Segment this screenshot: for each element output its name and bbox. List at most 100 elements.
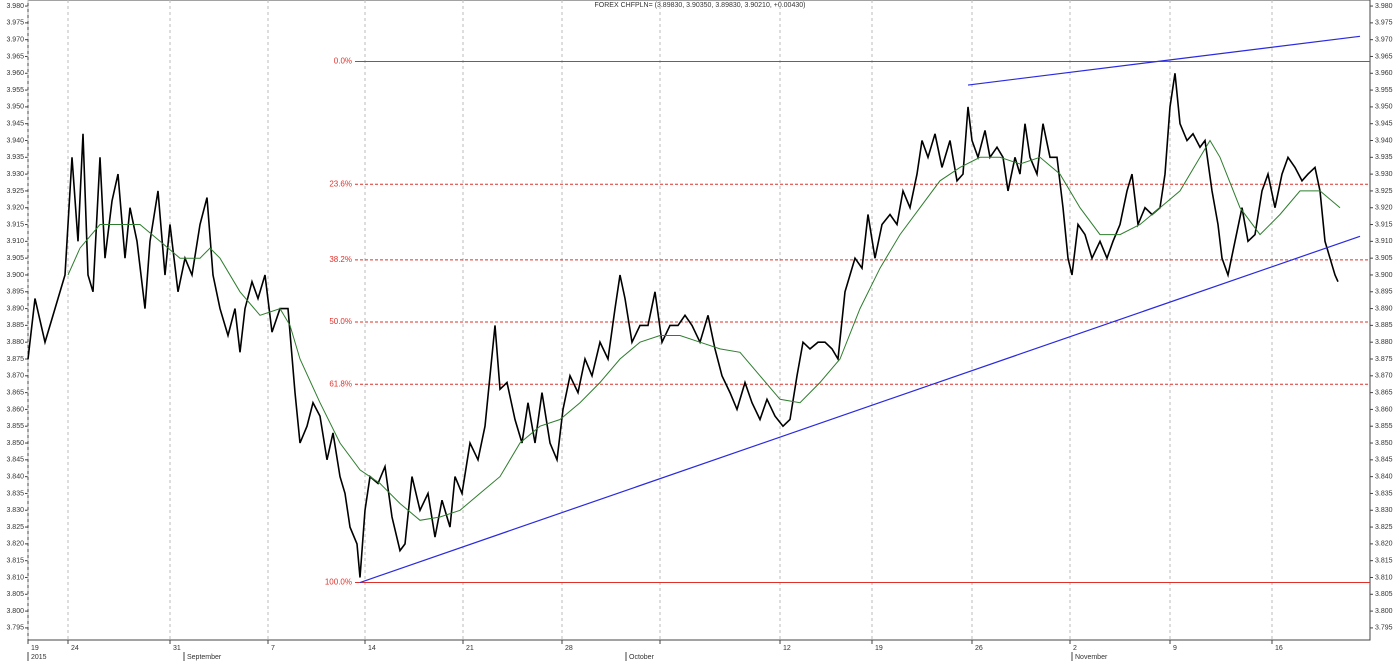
y-tick-label: 3.910 <box>6 238 24 245</box>
y-tick-label: 3.850 <box>6 440 24 447</box>
x-tick-label: 16 <box>1275 645 1283 652</box>
y-tick-label: 3.975 <box>1375 20 1393 27</box>
y-tick-label: 3.835 <box>6 490 24 497</box>
y-tick-label: 3.930 <box>6 171 24 178</box>
y-tick-label: 3.830 <box>1375 507 1393 514</box>
x-tick-label: 14 <box>368 645 376 652</box>
y-tick-label: 3.940 <box>1375 137 1393 144</box>
y-tick-label: 3.810 <box>6 574 24 581</box>
y-tick-label: 3.885 <box>1375 322 1393 329</box>
y-tick-label: 3.955 <box>1375 87 1393 94</box>
x-tick-label: 7 <box>271 645 275 652</box>
x-tick-label: September <box>187 654 222 661</box>
y-tick-label: 3.940 <box>6 137 24 144</box>
y-tick-label: 3.795 <box>1375 625 1393 632</box>
y-tick-label: 3.825 <box>1375 524 1393 531</box>
y-tick-label: 3.890 <box>1375 305 1393 312</box>
y-tick-label: 3.980 <box>6 3 24 10</box>
y-tick-label: 3.925 <box>6 188 24 195</box>
y-tick-label: 3.920 <box>1375 205 1393 212</box>
fib-level-label: 0.0% <box>334 57 352 66</box>
y-tick-label: 3.885 <box>6 322 24 329</box>
y-tick-label: 3.870 <box>1375 373 1393 380</box>
y-tick-label: 3.860 <box>1375 406 1393 413</box>
x-tick-label: 2 <box>1073 645 1077 652</box>
y-tick-label: 3.805 <box>1375 591 1393 598</box>
y-tick-label: 3.900 <box>6 272 24 279</box>
y-tick-label: 3.955 <box>6 87 24 94</box>
fib-level-label: 38.2% <box>329 255 352 264</box>
y-tick-label: 3.905 <box>6 255 24 262</box>
trend-line <box>967 35 1361 86</box>
y-tick-label: 3.980 <box>1375 3 1393 10</box>
x-tick-label: 19 <box>875 645 883 652</box>
y-tick-label: 3.935 <box>1375 154 1393 161</box>
y-tick-label: 3.845 <box>1375 457 1393 464</box>
fib-level-label: 50.0% <box>329 317 352 326</box>
x-tick-label: 21 <box>466 645 474 652</box>
x-tick-label: 26 <box>975 645 983 652</box>
y-tick-label: 3.880 <box>1375 339 1393 346</box>
plot-frame <box>27 0 1371 641</box>
y-tick-label: 3.895 <box>6 289 24 296</box>
y-tick-label: 3.815 <box>6 558 24 565</box>
y-tick-label: 3.935 <box>6 154 24 161</box>
y-tick-label: 3.850 <box>1375 440 1393 447</box>
y-tick-label: 3.825 <box>6 524 24 531</box>
y-tick-label: 3.855 <box>6 423 24 430</box>
y-tick-label: 3.800 <box>1375 608 1393 615</box>
x-tick-label: October <box>629 654 655 661</box>
y-tick-label: 3.860 <box>6 406 24 413</box>
x-tick-label: 2015 <box>31 654 47 661</box>
y-tick-label: 3.915 <box>6 221 24 228</box>
y-tick-label: 3.820 <box>1375 541 1393 548</box>
y-tick-label: 3.960 <box>6 70 24 77</box>
y-tick-label: 3.875 <box>6 356 24 363</box>
y-tick-label: 3.840 <box>1375 473 1393 480</box>
y-tick-label: 3.800 <box>6 608 24 615</box>
y-tick-label: 3.870 <box>6 373 24 380</box>
y-tick-label: 3.805 <box>6 591 24 598</box>
y-tick-label: 3.795 <box>6 625 24 632</box>
x-tick-label: 28 <box>565 645 573 652</box>
y-tick-label: 3.910 <box>1375 238 1393 245</box>
x-tick-label: 24 <box>71 645 79 652</box>
y-tick-label: 3.920 <box>6 205 24 212</box>
y-tick-label: 3.945 <box>6 121 24 128</box>
y-tick-label: 3.925 <box>1375 188 1393 195</box>
y-tick-label: 3.855 <box>1375 423 1393 430</box>
y-tick-label: 3.970 <box>1375 37 1393 44</box>
x-tick-label: 9 <box>1173 645 1177 652</box>
y-tick-label: 3.895 <box>1375 289 1393 296</box>
y-tick-label: 3.875 <box>1375 356 1393 363</box>
y-tick-label: 3.880 <box>6 339 24 346</box>
y-tick-label: 3.930 <box>1375 171 1393 178</box>
fib-level-label: 23.6% <box>329 179 352 188</box>
y-tick-label: 3.975 <box>6 20 24 27</box>
y-tick-label: 3.970 <box>6 37 24 44</box>
y-tick-label: 3.830 <box>6 507 24 514</box>
y-tick-label: 3.900 <box>1375 272 1393 279</box>
y-tick-label: 3.905 <box>1375 255 1393 262</box>
y-tick-label: 3.965 <box>6 53 24 60</box>
x-tick-label: November <box>1075 654 1108 661</box>
y-tick-label: 3.845 <box>6 457 24 464</box>
y-tick-label: 3.815 <box>1375 558 1393 565</box>
y-tick-label: 3.960 <box>1375 70 1393 77</box>
fib-level-label: 100.0% <box>325 578 352 587</box>
fib-level-label: 61.8% <box>329 379 352 388</box>
y-tick-label: 3.945 <box>1375 121 1393 128</box>
y-tick-label: 3.950 <box>6 104 24 111</box>
y-tick-label: 3.865 <box>1375 389 1393 396</box>
y-tick-label: 3.840 <box>6 473 24 480</box>
y-tick-label: 3.950 <box>1375 104 1393 111</box>
x-tick-label: 19 <box>31 645 39 652</box>
price-line <box>27 73 1339 578</box>
y-tick-label: 3.965 <box>1375 53 1393 60</box>
price-line <box>67 139 1341 521</box>
y-tick-label: 3.890 <box>6 305 24 312</box>
x-tick-label: 31 <box>173 645 181 652</box>
y-tick-label: 3.835 <box>1375 490 1393 497</box>
trend-line <box>359 235 1361 584</box>
